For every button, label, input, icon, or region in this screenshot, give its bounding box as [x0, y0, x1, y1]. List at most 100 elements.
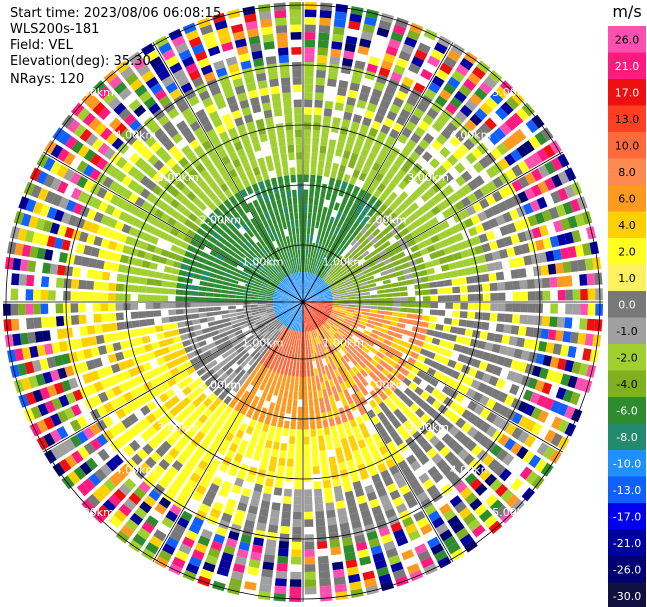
velocity-gate — [242, 342, 251, 349]
velocity-gate — [326, 319, 334, 326]
velocity-gate — [325, 265, 332, 273]
velocity-gate — [530, 253, 540, 265]
velocity-gate — [236, 470, 247, 480]
velocity-gate — [437, 201, 448, 212]
velocity-gate — [409, 442, 421, 453]
velocity-gate — [324, 322, 331, 329]
velocity-gate — [304, 69, 314, 78]
velocity-gate — [290, 306, 297, 311]
velocity-gate — [394, 246, 403, 254]
velocity-gate — [322, 206, 328, 215]
velocity-gate — [437, 295, 446, 302]
velocity-gate — [284, 352, 290, 360]
velocity-gate — [252, 330, 261, 337]
velocity-gate — [218, 428, 228, 438]
velocity-gate — [317, 306, 325, 309]
velocity-gate — [460, 345, 470, 355]
velocity-gate — [447, 49, 461, 62]
velocity-gate — [188, 425, 199, 436]
velocity-gate — [431, 423, 442, 434]
velocity-gate — [344, 190, 352, 199]
velocity-gate — [347, 294, 356, 297]
velocity-gate — [426, 244, 436, 253]
velocity-gate — [357, 548, 370, 559]
velocity-gate — [239, 406, 248, 416]
velocity-gate — [223, 386, 232, 395]
velocity-gate — [103, 401, 114, 414]
velocity-gate — [524, 187, 536, 200]
velocity-gate — [346, 28, 359, 38]
velocity-gate — [378, 166, 388, 176]
velocity-gate — [469, 338, 479, 348]
velocity-gate — [311, 283, 318, 291]
velocity-gate — [326, 441, 334, 450]
velocity-gate — [443, 82, 456, 95]
velocity-gate — [369, 399, 378, 409]
velocity-gate — [315, 360, 321, 368]
velocity-gate — [311, 322, 315, 330]
velocity-gate — [378, 249, 388, 257]
velocity-gate — [595, 303, 603, 316]
velocity-gate — [312, 266, 317, 274]
velocity-gate — [383, 258, 392, 265]
velocity-gate — [337, 87, 347, 97]
velocity-gate — [424, 335, 434, 343]
velocity-gate — [570, 181, 583, 196]
velocity-gate — [333, 439, 341, 449]
velocity-gate — [400, 297, 408, 302]
velocity-gate — [365, 460, 376, 470]
velocity-gate — [319, 316, 327, 322]
velocity-gate — [371, 329, 380, 336]
velocity-gate — [175, 401, 186, 412]
velocity-gate — [322, 115, 332, 124]
velocity-gate — [226, 415, 235, 425]
velocity-gate — [289, 360, 294, 369]
velocity-gate — [256, 354, 263, 363]
velocity-gate — [76, 415, 88, 429]
velocity-gate — [198, 503, 211, 514]
velocity-gate — [490, 204, 502, 216]
velocity-gate — [352, 185, 361, 195]
velocity-gate — [421, 442, 433, 453]
velocity-gate — [582, 242, 592, 256]
velocity-gate — [76, 482, 90, 497]
velocity-gate — [439, 62, 453, 75]
velocity-gate — [309, 293, 316, 298]
velocity-gate — [455, 175, 467, 187]
velocity-gate — [318, 236, 324, 245]
velocity-gate — [327, 338, 334, 346]
velocity-gate — [580, 303, 588, 316]
velocity-gate — [291, 330, 296, 339]
velocity-gate — [289, 330, 294, 338]
velocity-gate — [557, 358, 567, 371]
velocity-gate — [248, 358, 256, 366]
velocity-gate — [479, 102, 493, 116]
velocity-gate — [346, 311, 355, 316]
velocity-gate — [363, 229, 372, 238]
velocity-gate — [517, 231, 528, 243]
velocity-gate — [486, 262, 496, 272]
velocity-gate — [304, 129, 311, 138]
velocity-gate — [370, 237, 379, 245]
velocity-gate — [388, 554, 401, 566]
velocity-gate — [293, 307, 299, 314]
velocity-gate — [457, 268, 466, 277]
velocity-gate — [257, 591, 271, 601]
velocity-gate — [128, 492, 142, 505]
velocity-gate — [108, 425, 121, 438]
velocity-gate — [293, 331, 297, 339]
velocity-gate — [401, 127, 413, 138]
velocity-gate — [433, 353, 443, 363]
velocity-gate — [534, 212, 545, 225]
velocity-gate — [257, 398, 265, 407]
velocity-gate — [522, 389, 534, 402]
velocity-gate — [484, 252, 494, 262]
velocity-gate — [275, 570, 288, 579]
velocity-gate — [343, 421, 351, 431]
velocity-gate — [238, 369, 246, 378]
velocity-gate — [291, 414, 297, 422]
velocity-gate — [114, 468, 127, 482]
velocity-gate — [171, 460, 183, 472]
velocity-gate — [312, 137, 320, 146]
velocity-gate — [206, 430, 217, 440]
